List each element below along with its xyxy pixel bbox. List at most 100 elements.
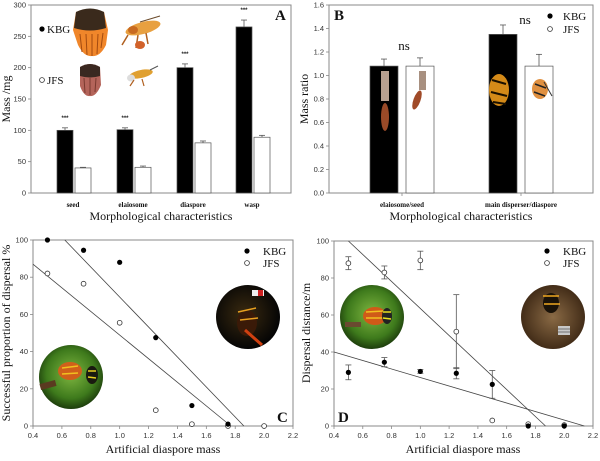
legend-label-kbg-c: KBG bbox=[263, 246, 286, 258]
data-point-jfs bbox=[80, 280, 87, 287]
jfs-diaspore-photo bbox=[80, 64, 101, 97]
y-tick-label: 60 bbox=[20, 310, 28, 319]
y-tick-label: 1.2 bbox=[314, 48, 324, 57]
wasp-figure-c-left bbox=[39, 362, 98, 390]
data-point-kbg bbox=[417, 368, 423, 375]
y-tick-label: 0 bbox=[22, 189, 26, 198]
y-tick-label: 0 bbox=[325, 422, 329, 431]
plot-frame-c bbox=[32, 239, 294, 427]
bar-jfs-diaspore bbox=[194, 142, 212, 194]
bar-jfs-seed bbox=[74, 167, 92, 194]
panel-d: 0.4 0.6 0.8 1.0 1.2 1.4 1.6 1.8 2.0 2.2 0 20 40 60 80… bbox=[299, 237, 598, 457]
legend-label-kbg-b: KBG bbox=[563, 11, 586, 23]
legend-label-jfs-a: JFS bbox=[47, 75, 64, 87]
wasp-figure-d-left bbox=[345, 307, 392, 327]
jfs-wasp-photo bbox=[127, 65, 159, 87]
x-tick-label: 1.2 bbox=[143, 431, 153, 440]
legend-marker-jfs-a bbox=[39, 77, 45, 83]
legend-marker-jfs-b bbox=[547, 26, 553, 32]
legend-marker-kbg-c bbox=[244, 248, 250, 254]
data-point-kbg bbox=[44, 237, 51, 243]
data-point-jfs bbox=[189, 421, 195, 427]
legend-label-jfs-b: JFS bbox=[563, 24, 580, 36]
category-label: elaiosome/seed bbox=[380, 201, 424, 209]
x-tick-label: 1.4 bbox=[172, 431, 182, 440]
bar-kbg-diaspore bbox=[176, 67, 194, 194]
data-point-kbg bbox=[525, 423, 531, 429]
plot-frame-b bbox=[328, 4, 594, 194]
data-point-jfs bbox=[152, 407, 159, 413]
legend-label-jfs-d: JFS bbox=[563, 258, 580, 270]
data-point-jfs bbox=[44, 270, 51, 277]
kbg-diaspore-photo bbox=[73, 8, 108, 57]
ylabel-b: Mass ratio bbox=[297, 74, 311, 124]
ylabel-d: Dispersal distance/m bbox=[299, 282, 313, 383]
fit-line-kbg bbox=[64, 239, 245, 427]
y-tick-label: 60 bbox=[321, 311, 329, 320]
data-point-jfs bbox=[261, 423, 267, 429]
panel-label-d: D bbox=[338, 410, 349, 426]
significance-label: ns bbox=[519, 12, 531, 27]
x-tick-label: 1.6 bbox=[201, 431, 211, 440]
kbg-wasp-with-diaspore-photo bbox=[489, 74, 509, 106]
jfs-elaiosome-seed-photo bbox=[412, 71, 426, 110]
kbg-elaiosome-seed-photo bbox=[381, 71, 389, 131]
significance-label: *** bbox=[181, 52, 189, 58]
x-tick-label: 0.4 bbox=[329, 431, 339, 440]
y-tick-label: 80 bbox=[321, 274, 329, 283]
data-point-jfs bbox=[345, 260, 352, 267]
y-tick-label: 200 bbox=[13, 63, 26, 72]
y-tick-label: 80 bbox=[20, 273, 28, 282]
data-point-jfs bbox=[489, 417, 496, 424]
xlabel-b: Morphological characteristics bbox=[390, 209, 533, 223]
panel-b: 0.0 0.2 0.4 0.6 0.8 1.0 1.2 1.4 1.6 elaiosome/se… bbox=[297, 1, 594, 223]
data-point-jfs bbox=[417, 257, 424, 264]
bar-jfs-elaiosome bbox=[134, 166, 152, 194]
bar-kbg-elaiosome bbox=[116, 129, 134, 194]
x-tick-label: 1.4 bbox=[473, 431, 483, 440]
significance-label: *** bbox=[61, 116, 69, 122]
fit-line-jfs bbox=[348, 240, 546, 427]
bar-kbg-1 bbox=[488, 34, 518, 194]
kbg-wasp-photo bbox=[121, 15, 161, 49]
legend-marker-kbg-b bbox=[547, 13, 553, 19]
legend-label-kbg-d: KBG bbox=[563, 246, 586, 258]
data-point-kbg bbox=[153, 335, 159, 341]
x-tick-label: 2.2 bbox=[288, 431, 298, 440]
x-tick-label: 2.2 bbox=[588, 431, 598, 440]
x-tick-label: 1.8 bbox=[230, 431, 240, 440]
data-point-jfs bbox=[453, 328, 460, 335]
y-tick-label: 40 bbox=[321, 348, 329, 357]
xlabel-c: Artificial diaspore mass bbox=[106, 442, 221, 456]
data-point-kbg bbox=[80, 247, 87, 253]
legend-label-kbg-a: KBG bbox=[47, 24, 70, 36]
x-tick-label: 0.6 bbox=[57, 431, 67, 440]
y-tick-label: 0.0 bbox=[314, 189, 324, 198]
bar-kbg-wasp bbox=[235, 26, 253, 194]
significance-label: *** bbox=[240, 8, 248, 14]
data-point-kbg bbox=[453, 370, 459, 376]
y-tick-label: 300 bbox=[13, 1, 26, 10]
y-tick-label: 20 bbox=[321, 385, 329, 394]
y-tick-label: 100 bbox=[316, 237, 329, 246]
fit-line-jfs bbox=[32, 263, 232, 427]
jfs-wasp-with-diaspore-photo bbox=[532, 79, 553, 99]
legend-marker-jfs-d bbox=[544, 260, 550, 266]
data-point-kbg bbox=[117, 259, 123, 265]
y-tick-label: 50 bbox=[18, 157, 26, 166]
legend-marker-kbg-d bbox=[544, 248, 550, 254]
y-tick-label: 250 bbox=[13, 32, 26, 41]
y-tick-label: 0.6 bbox=[314, 118, 324, 127]
y-tick-label: 0 bbox=[24, 422, 28, 431]
x-tick-label: 0.8 bbox=[86, 431, 96, 440]
data-point-kbg bbox=[225, 421, 231, 427]
category-label: wasp bbox=[244, 201, 259, 209]
x-tick-label: 1.0 bbox=[114, 431, 124, 440]
x-tick-label: 2.0 bbox=[259, 431, 269, 440]
x-tick-label: 2.0 bbox=[559, 431, 569, 440]
data-point-kbg bbox=[345, 369, 351, 375]
category-label: main disperser/diaspore bbox=[485, 201, 557, 209]
wasp-figure-c-right bbox=[237, 290, 264, 347]
y-tick-label: 0.8 bbox=[314, 95, 324, 104]
